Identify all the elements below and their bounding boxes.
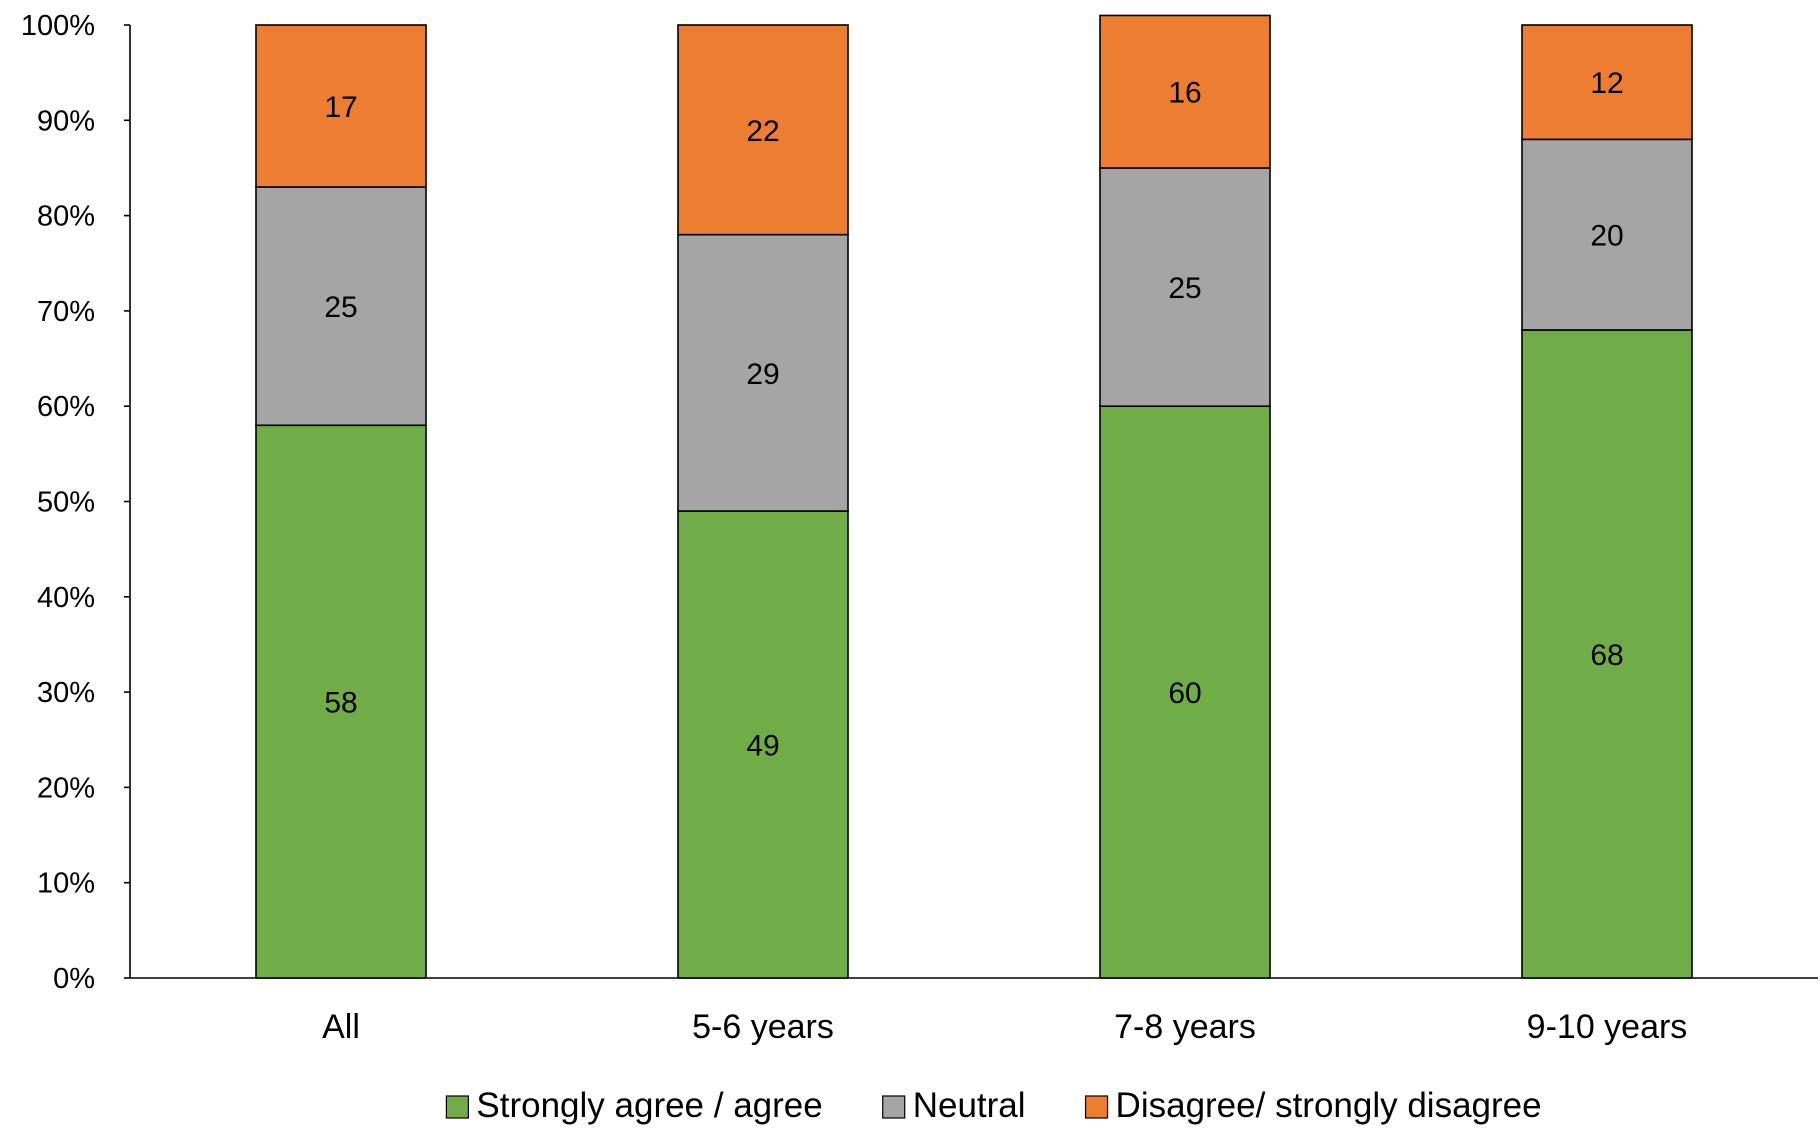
y-tick-label: 80% (37, 201, 95, 233)
legend-item: Strongly agree / agree (445, 1086, 823, 1125)
legend-item: Neutral (882, 1086, 1026, 1125)
x-category-label: 7-8 years (1114, 1008, 1256, 1046)
y-tick-label: 40% (37, 582, 95, 614)
y-tick-label: 90% (37, 105, 95, 137)
bars (255, 14, 1693, 979)
x-category-label: All (322, 1008, 360, 1046)
data-label: 16 (1168, 77, 1201, 110)
bar-segment (255, 186, 427, 427)
data-label: 49 (746, 730, 779, 763)
bar-segment (1099, 405, 1271, 979)
bar-segment (1099, 14, 1271, 169)
bar-segment (1521, 138, 1693, 331)
data-label: 17 (324, 91, 357, 124)
axes: 0% 10% 20% 30% 40% 50% 60% 70% 80% 90% 100% All 5-6 … (21, 10, 1818, 1046)
data-labels: 58 25 17 49 29 22 60 25 16 68 20 12 (324, 67, 1623, 762)
bar-segment (677, 510, 849, 979)
bar-segment (1099, 167, 1271, 407)
data-label: 60 (1168, 677, 1201, 710)
bar-segment (1521, 329, 1693, 979)
bar-segment (677, 24, 849, 236)
bar-segment (677, 233, 849, 512)
data-label: 29 (746, 358, 779, 391)
data-label: 20 (1590, 220, 1623, 253)
y-tick-label: 10% (37, 868, 95, 900)
legend-label: Neutral (913, 1086, 1026, 1125)
y-tick-label: 20% (37, 772, 95, 804)
legend-item: Disagree/ strongly disagree (1084, 1086, 1542, 1125)
bar-segment (1521, 24, 1693, 141)
data-label: 58 (324, 687, 357, 720)
legend-label: Strongly agree / agree (476, 1086, 822, 1125)
legend: Strongly agree / agree Neutral Disagree/ s… (445, 1086, 1542, 1125)
x-category-label: 5-6 years (692, 1008, 834, 1046)
data-label: 25 (1168, 272, 1201, 305)
y-tick-label: 30% (37, 677, 95, 709)
legend-label: Disagree/ strongly disagree (1116, 1086, 1542, 1125)
legend-swatch (445, 1095, 469, 1119)
y-tick-label: 100% (21, 10, 95, 42)
x-category-label: 9-10 years (1527, 1008, 1688, 1046)
legend-swatch (882, 1095, 906, 1119)
data-label: 25 (324, 291, 357, 324)
bar-segment (255, 24, 427, 188)
y-tick-label: 60% (37, 391, 95, 423)
data-label: 12 (1590, 67, 1623, 100)
legend-swatch (1084, 1095, 1109, 1119)
y-tick-label: 70% (37, 296, 95, 328)
data-label: 22 (746, 115, 779, 148)
y-tick-label: 50% (37, 487, 95, 519)
y-tick-label: 0% (53, 963, 95, 995)
bar-segment (255, 424, 427, 979)
data-label: 68 (1590, 639, 1623, 672)
